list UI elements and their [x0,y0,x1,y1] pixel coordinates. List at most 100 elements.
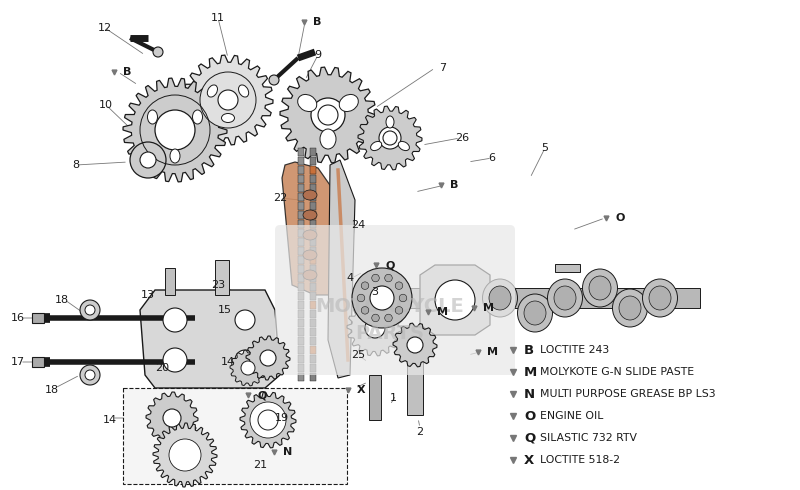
Circle shape [258,410,278,430]
Bar [310,247,316,255]
Text: M: M [487,347,498,357]
Text: 11: 11 [211,13,225,23]
Text: 9: 9 [314,50,322,60]
Polygon shape [555,264,580,272]
Circle shape [372,274,379,282]
Circle shape [241,361,255,375]
Circle shape [235,310,255,330]
Polygon shape [280,67,376,163]
Text: MOTORCYCLE
PARTS: MOTORCYCLE PARTS [316,297,464,343]
Circle shape [200,72,256,128]
Bar [310,337,316,345]
Polygon shape [215,260,229,295]
Bar [298,292,304,300]
Bar [310,157,316,165]
Bar [298,238,304,246]
Polygon shape [282,162,338,295]
Circle shape [379,127,401,149]
Bar [310,274,316,282]
Bar [310,211,316,219]
Polygon shape [183,55,273,145]
Circle shape [140,152,156,168]
Bar [298,310,304,318]
Circle shape [130,142,166,178]
Bar [298,148,304,156]
Bar [32,313,44,323]
Bar [310,364,316,372]
Polygon shape [407,350,423,415]
Circle shape [169,439,201,471]
Polygon shape [420,265,490,335]
Text: MULTI PURPOSE GREASE BP LS3: MULTI PURPOSE GREASE BP LS3 [540,389,716,399]
Text: 21: 21 [253,460,267,470]
Text: 26: 26 [455,133,469,143]
Ellipse shape [303,250,317,260]
Circle shape [218,90,238,110]
Circle shape [235,350,255,370]
Bar [298,211,304,219]
Bar [310,220,316,228]
Text: 3: 3 [371,287,378,297]
Text: 24: 24 [351,220,365,230]
FancyBboxPatch shape [275,225,515,375]
Ellipse shape [547,279,582,317]
Ellipse shape [589,276,611,300]
Bar [298,265,304,273]
Circle shape [370,286,394,310]
Circle shape [365,318,385,338]
Ellipse shape [370,142,382,150]
Text: 6: 6 [489,153,495,163]
Text: O: O [524,410,535,422]
Ellipse shape [642,279,678,317]
Ellipse shape [489,286,511,310]
Circle shape [395,307,402,314]
Circle shape [155,110,195,150]
Circle shape [362,282,369,290]
Polygon shape [153,423,217,487]
Circle shape [372,314,379,322]
Bar [298,364,304,372]
Text: B: B [313,17,322,27]
Bar [310,175,316,183]
Bar [310,148,316,156]
Text: 20: 20 [155,363,169,373]
Text: 12: 12 [98,23,112,33]
Ellipse shape [582,269,618,307]
Bar [310,346,316,354]
Text: 17: 17 [11,357,25,367]
Circle shape [399,294,406,302]
Circle shape [352,268,412,328]
Bar [310,238,316,246]
Ellipse shape [518,294,553,332]
Text: 8: 8 [73,160,79,170]
Bar [310,184,316,192]
Text: Q: Q [385,260,394,270]
Text: Q: Q [524,432,535,444]
Polygon shape [393,323,437,367]
Circle shape [269,75,279,85]
Bar [310,319,316,327]
Bar [310,283,316,291]
Text: M: M [524,366,538,378]
Circle shape [173,443,197,467]
Circle shape [358,294,365,302]
Text: B: B [524,343,534,357]
Circle shape [318,105,338,125]
Text: 18: 18 [55,295,69,305]
Bar [298,283,304,291]
Ellipse shape [303,230,317,240]
Text: M: M [483,303,494,313]
Ellipse shape [649,286,671,310]
Bar [298,247,304,255]
FancyBboxPatch shape [123,388,347,484]
Polygon shape [358,288,700,308]
Ellipse shape [320,129,336,149]
Bar [310,301,316,309]
Circle shape [385,274,392,282]
Circle shape [435,280,475,320]
Ellipse shape [147,110,158,124]
Text: LOCTITE 518-2: LOCTITE 518-2 [540,455,620,465]
Polygon shape [230,350,266,386]
Polygon shape [240,392,296,448]
Ellipse shape [303,190,317,200]
